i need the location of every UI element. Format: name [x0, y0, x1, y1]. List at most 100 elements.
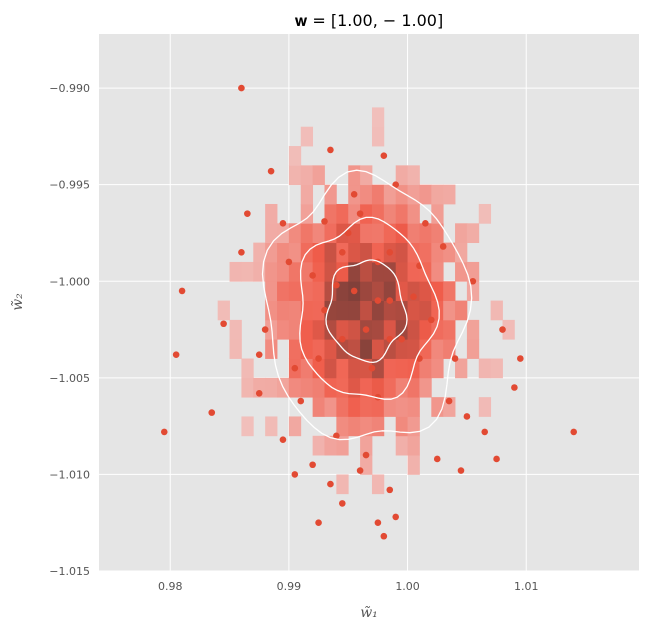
histogram-bin: [312, 300, 325, 321]
histogram-bin: [395, 397, 408, 417]
histogram-bin: [265, 261, 278, 282]
histogram-bin: [431, 358, 444, 379]
histogram-bin: [371, 358, 385, 379]
histogram-bin: [407, 435, 420, 456]
histogram-bin: [241, 358, 254, 379]
histogram-bin: [312, 281, 325, 301]
histogram-bin: [300, 319, 314, 340]
histogram-bin: [312, 261, 325, 282]
scatter-layer: [160, 84, 578, 540]
histogram-bin: [360, 416, 373, 437]
histogram-bin: [431, 339, 444, 359]
scatter-point: [392, 181, 400, 188]
scatter-point: [178, 287, 186, 295]
histogram-bin: [383, 319, 397, 340]
histogram-bin: [324, 223, 337, 244]
histogram-bin: [348, 261, 361, 282]
histogram-bin: [383, 184, 397, 205]
contour-layer: [261, 169, 473, 441]
histogram-bin: [371, 300, 385, 321]
scatter-point: [445, 397, 453, 405]
histogram-bin: [371, 107, 385, 128]
scatter-point: [380, 532, 388, 540]
histogram-bin: [348, 319, 361, 340]
histogram-bin: [502, 319, 515, 340]
histogram-bin: [419, 242, 432, 263]
histogram-bin: [407, 203, 420, 224]
histogram-bin: [407, 300, 420, 321]
x-tick-label: 1.01: [514, 580, 539, 593]
histogram-bin: [466, 339, 480, 359]
scatter-point: [386, 248, 394, 256]
histogram-bin: [431, 184, 444, 205]
histogram-bin: [336, 377, 349, 398]
histogram-bin: [312, 397, 325, 417]
scatter-point: [457, 467, 465, 474]
density-contour: [299, 216, 440, 400]
histogram-bin: [348, 203, 361, 224]
scatter-point: [309, 461, 316, 469]
histogram-bin: [277, 261, 290, 282]
histogram-layer: [217, 107, 515, 495]
scatter-point: [315, 355, 322, 362]
histogram-bin: [395, 281, 408, 301]
scatter-point: [279, 436, 287, 443]
scatter-point: [416, 355, 423, 362]
histogram-bin: [324, 261, 337, 282]
scatter-point: [238, 248, 245, 256]
scatter-point: [255, 389, 263, 397]
histogram-bin: [241, 416, 254, 437]
histogram-bin: [265, 339, 278, 359]
histogram-bin: [300, 339, 314, 359]
scatter-point: [160, 428, 168, 436]
histogram-bin: [431, 203, 444, 224]
scatter-point: [261, 326, 269, 333]
histogram-bin: [324, 358, 337, 379]
histogram-bin: [383, 300, 397, 321]
scatter-point: [309, 272, 316, 279]
scatter-point: [220, 320, 227, 328]
histogram-bin: [395, 242, 408, 263]
histogram-bin: [336, 358, 349, 379]
histogram-bin: [407, 377, 420, 398]
histogram-bin: [300, 358, 314, 379]
y-tick-label: −1.005: [49, 372, 90, 385]
scatter-point: [570, 428, 578, 436]
histogram-bin: [300, 261, 314, 282]
y-tick-labels: −0.990 −0.995 −1.000 −1.005 −1.010 −1.015: [49, 82, 90, 578]
histogram-bin: [383, 203, 397, 224]
histogram-bin: [431, 261, 444, 282]
histogram-bin: [300, 281, 314, 301]
histogram-bin: [395, 223, 408, 244]
histogram-bin: [395, 416, 408, 437]
scatter-point: [327, 146, 334, 154]
histogram-bin: [490, 358, 503, 379]
histogram-bin: [288, 416, 302, 437]
histogram-bin: [395, 261, 408, 282]
histogram-bin: [288, 165, 302, 186]
histogram-bin: [288, 223, 302, 244]
x-tick-labels: 0.98 0.99 1.00 1.01: [158, 580, 539, 593]
histogram-bin: [383, 339, 397, 359]
histogram-bin: [288, 242, 302, 263]
histogram-bin: [324, 184, 337, 205]
scatter-point: [368, 364, 376, 372]
scatter-point: [327, 480, 334, 488]
histogram-bin: [336, 435, 349, 456]
histogram-bin: [348, 377, 361, 398]
histogram-bin: [407, 165, 420, 186]
histogram-bin: [300, 300, 314, 321]
scatter-point: [410, 293, 417, 301]
histogram-bin: [419, 300, 432, 321]
histogram-bin: [419, 377, 432, 398]
histogram-bin: [455, 358, 468, 379]
histogram-bin: [300, 223, 314, 244]
histogram-bin: [312, 165, 325, 186]
histogram-bin: [419, 184, 432, 205]
histogram-bin: [407, 455, 420, 475]
histogram-bin: [395, 339, 408, 359]
scatter-point: [428, 316, 435, 324]
histogram-bin: [348, 339, 361, 359]
scatter-point: [315, 519, 322, 527]
histogram-bin: [431, 397, 444, 417]
